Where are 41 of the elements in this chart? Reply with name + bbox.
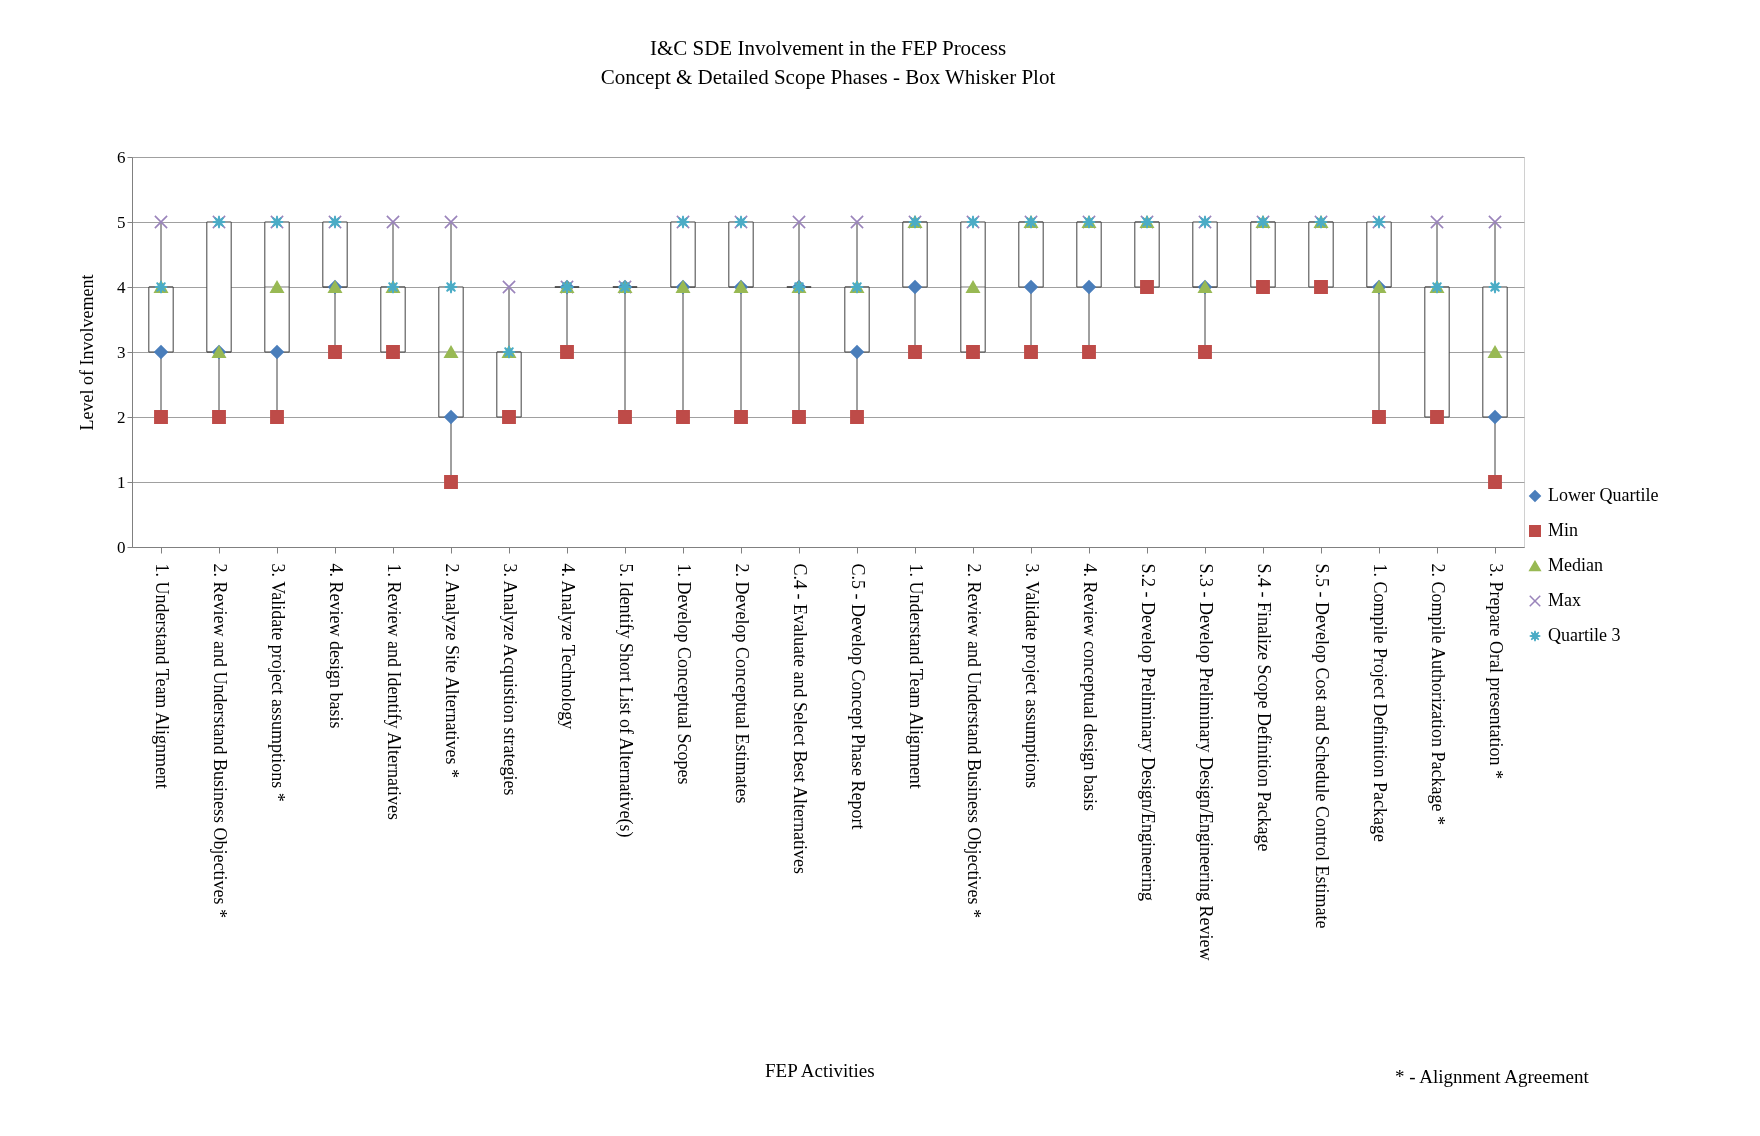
- x-tick-label: 2. Develop Conceptual Estimates: [732, 563, 752, 804]
- x-tick-label: 3. Validate project assumptions *: [268, 563, 288, 802]
- x-tick-label: 4. Review design basis: [326, 563, 346, 729]
- x-tick-label: 1. Review and Identify Alternatives: [384, 563, 404, 820]
- x-tick-label: 5. Identify Short List of Alternative(s): [615, 563, 636, 838]
- y-tick-label: 6: [117, 147, 126, 167]
- x-tick-label: 1. Understand Team Alignment: [152, 563, 172, 789]
- x-tick-label: C.5 - Develop Concept Phase Report: [848, 563, 868, 830]
- y-tick-label: 3: [117, 342, 126, 362]
- y-tick-label: 2: [117, 407, 126, 427]
- legend-label: Lower Quartile: [1548, 485, 1659, 505]
- x-tick-label: S.5 - Develop Cost and Schedule Control Estimate: [1312, 563, 1332, 929]
- chart-subtitle: Concept & Detailed Scope Phases - Box Whisker Plot: [600, 65, 1056, 89]
- y-tick-label: 0: [117, 537, 126, 557]
- x-tick-label: 1. Develop Conceptual Scopes: [674, 563, 694, 785]
- x-tick-label: 2. Compile Authorization Package *: [1428, 563, 1448, 825]
- text: FEP Activities: [765, 1060, 875, 1082]
- chart-title: I&C SDE Involvement in the FEP Process: [649, 36, 1007, 60]
- x-tick-label: S.2 - Develop Preliminary Design/Engineering: [1138, 563, 1158, 901]
- x-tick-label: 4. Analyze Technology: [558, 563, 578, 730]
- x-tick-label: S.4 - Finalize Scope Definition Package: [1254, 563, 1274, 852]
- legend-label: Min: [1548, 520, 1579, 540]
- x-tick-label: 3. Analyze Acquistion strategies: [500, 563, 520, 796]
- y-tick-label: 4: [117, 277, 126, 297]
- x-tick-label: 2. Review and Understand Business Objectives *: [964, 563, 984, 918]
- x-tick-label: C.4 - Evaluate and Select Best Alternatives: [790, 563, 810, 874]
- legend-label: Median: [1548, 555, 1603, 575]
- text: * - Alignment Agreement: [1395, 1066, 1589, 1088]
- x-tick-label: 1. Understand Team Alignment: [906, 563, 926, 789]
- legend-label: Max: [1548, 590, 1581, 610]
- x-tick-label: 3. Validate project assumptions: [1022, 563, 1042, 789]
- y-axis-title: Level of Involvement: [77, 274, 97, 431]
- x-tick-label: 2. Review and Understand Business Objectives *: [210, 563, 230, 918]
- x-tick-label: 4. Review conceptual design basis: [1080, 563, 1100, 811]
- x-tick-label: 3. Prepare Oral presentation *: [1486, 563, 1506, 779]
- x-tick-label: 1. Compile Project Definition Package: [1370, 563, 1390, 842]
- x-tick-label: S.3 - Develop Preliminary Design/Engineering Review: [1196, 563, 1216, 961]
- y-tick-label: 5: [117, 212, 126, 232]
- x-tick-label: 2. Analyze Site Alternatives *: [442, 563, 462, 778]
- legend-label: Quartile 3: [1548, 625, 1621, 645]
- y-tick-label: 1: [117, 472, 126, 492]
